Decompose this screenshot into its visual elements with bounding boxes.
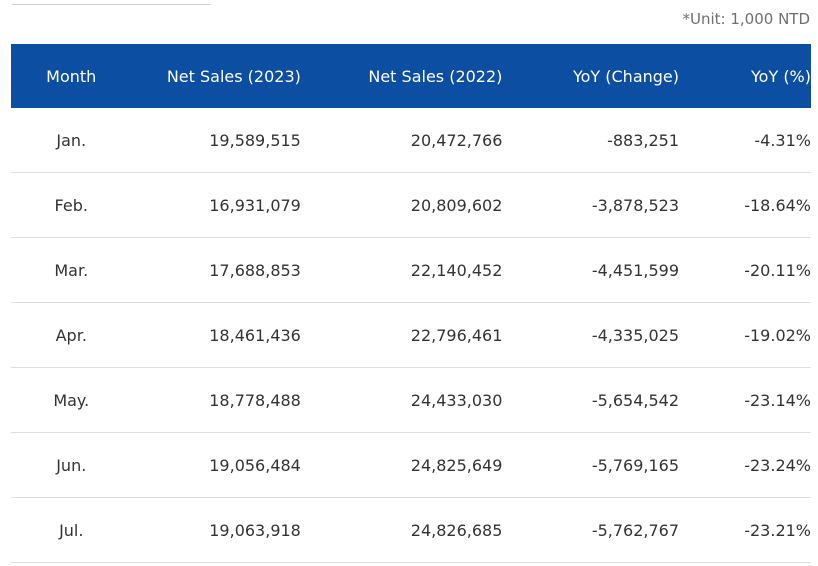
top-divider xyxy=(12,4,211,5)
cell-net-sales-2023: 19,063,918 xyxy=(131,497,301,563)
header-net-sales-2022: Net Sales (2022) xyxy=(368,66,503,86)
cell-yoy-pct: -4.31% xyxy=(679,108,811,173)
cell-yoy-pct: -18.64% xyxy=(679,172,811,238)
header-yoy-change: YoY (Change) xyxy=(572,66,680,86)
header-month: Month xyxy=(46,66,97,86)
unit-note: *Unit: 1,000 NTD xyxy=(682,10,811,28)
table-row: Jun. 19,056,484 24,825,649 -5,769,165 -2… xyxy=(11,432,811,498)
cell-yoy-pct: -23.14% xyxy=(679,367,811,433)
cell-yoy-change: -3,878,523 xyxy=(502,172,680,238)
cell-net-sales-2022: 22,796,461 xyxy=(300,302,503,368)
cell-yoy-change: -883,251 xyxy=(502,108,680,173)
cell-yoy-pct: -23.21% xyxy=(679,497,811,563)
cell-month: Jun. xyxy=(11,432,132,498)
cell-net-sales-2022: 24,825,649 xyxy=(300,432,503,498)
cell-net-sales-2023: 17,688,853 xyxy=(131,237,301,303)
cell-month: Jan. xyxy=(11,108,132,173)
cell-yoy-pct: -19.02% xyxy=(679,302,811,368)
monthly-sales-table: Month Net Sales (2023) Net Sales (2022) … xyxy=(11,44,811,563)
header-net-sales-2023: Net Sales (2023) xyxy=(166,66,301,86)
cell-net-sales-2023: 18,461,436 xyxy=(131,302,301,368)
cell-month: Mar. xyxy=(11,237,132,303)
cell-yoy-change: -4,335,025 xyxy=(502,302,680,368)
table-header-row: Month Net Sales (2023) Net Sales (2022) … xyxy=(11,44,811,108)
table-row: Feb. 16,931,079 20,809,602 -3,878,523 -1… xyxy=(11,172,811,238)
cell-net-sales-2022: 20,809,602 xyxy=(300,172,503,238)
cell-yoy-pct: -23.24% xyxy=(679,432,811,498)
cell-yoy-change: -5,769,165 xyxy=(502,432,680,498)
cell-net-sales-2022: 24,826,685 xyxy=(300,497,503,563)
cell-net-sales-2022: 22,140,452 xyxy=(300,237,503,303)
cell-yoy-pct: -20.11% xyxy=(679,237,811,303)
cell-net-sales-2022: 20,472,766 xyxy=(300,108,503,173)
cell-month: May. xyxy=(11,367,132,433)
table-row: Jan. 19,589,515 20,472,766 -883,251 -4.3… xyxy=(11,108,811,173)
table-row: May. 18,778,488 24,433,030 -5,654,542 -2… xyxy=(11,367,811,433)
cell-net-sales-2022: 24,433,030 xyxy=(300,367,503,433)
cell-net-sales-2023: 18,778,488 xyxy=(131,367,301,433)
cell-month: Apr. xyxy=(11,302,132,368)
cell-month: Feb. xyxy=(11,172,132,238)
cell-net-sales-2023: 19,589,515 xyxy=(131,108,301,173)
cell-yoy-change: -4,451,599 xyxy=(502,237,680,303)
table-row: Apr. 18,461,436 22,796,461 -4,335,025 -1… xyxy=(11,302,811,368)
table-row: Mar. 17,688,853 22,140,452 -4,451,599 -2… xyxy=(11,237,811,303)
table-row: Jul. 19,063,918 24,826,685 -5,762,767 -2… xyxy=(11,497,811,563)
header-yoy-pct: YoY (%) xyxy=(751,66,811,86)
cell-net-sales-2023: 16,931,079 xyxy=(131,172,301,238)
cell-month: Jul. xyxy=(11,497,132,563)
cell-yoy-change: -5,654,542 xyxy=(502,367,680,433)
cell-yoy-change: -5,762,767 xyxy=(502,497,680,563)
cell-net-sales-2023: 19,056,484 xyxy=(131,432,301,498)
